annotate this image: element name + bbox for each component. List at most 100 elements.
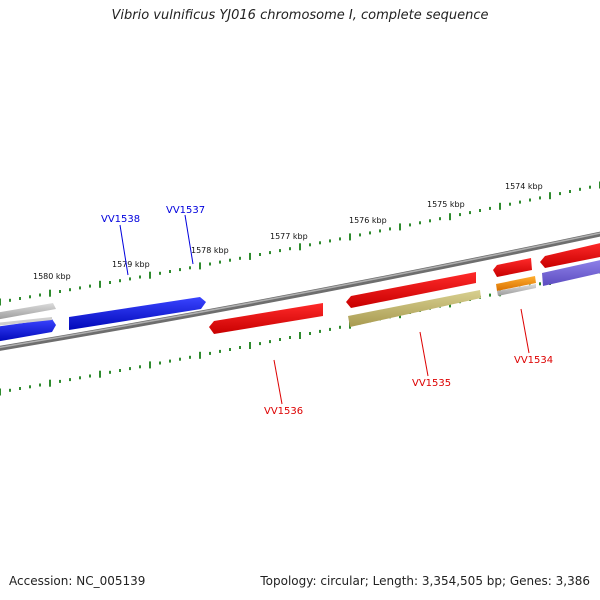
ruler-label: 1578 kbp [191, 246, 229, 255]
ruler-tick-outer [289, 247, 291, 251]
ruler-tick-outer [429, 219, 431, 223]
ruler-tick-outer [189, 266, 191, 270]
chromosome-backbone-highlight [0, 232, 600, 349]
ruler-tick-outer [229, 258, 231, 262]
ruler-tick-inner [119, 369, 121, 372]
ruler-tick-outer [359, 233, 361, 237]
ruler-tick-inner [539, 282, 541, 286]
ruler-tick-inner [229, 348, 231, 351]
ruler-tick-inner [19, 387, 21, 390]
gene-arrow-vv1537[interactable] [69, 297, 206, 330]
ruler-tick-outer [589, 185, 591, 189]
leader-line-vv1535 [419, 331, 429, 377]
ruler-tick-inner [209, 351, 211, 355]
ruler-tick-outer [89, 284, 91, 288]
ruler-tick-inner [89, 374, 91, 378]
ruler-tick-inner [249, 342, 251, 349]
ruler-tick-outer [319, 241, 321, 245]
ruler-tick-outer [449, 213, 451, 221]
gene-label-vv1537[interactable]: VV1537 [166, 205, 205, 216]
gene-label-vv1535[interactable]: VV1535 [412, 378, 451, 389]
gene-label-vv1534[interactable]: VV1534 [514, 355, 553, 366]
ruler-tick-inner [339, 325, 341, 329]
ruler-tick-outer [569, 190, 571, 193]
ruler-tick-outer [69, 288, 71, 292]
gray-feature-left-upper[interactable] [0, 303, 56, 320]
ruler-tick-inner [99, 370, 101, 378]
ruler-tick-inner [79, 376, 81, 380]
ruler-tick-inner [269, 340, 271, 344]
leader-line-vv1536 [273, 359, 283, 405]
ruler-tick-outer [199, 262, 201, 270]
ruler-tick-outer [29, 295, 31, 299]
ruler-tick-inner [129, 367, 131, 371]
topology-summary-text: Topology: circular; Length: 3,354,505 bp… [260, 574, 590, 588]
orange-feature-vv1534[interactable] [496, 276, 536, 291]
ruler-tick-outer [479, 209, 481, 212]
ruler-tick-outer [149, 271, 151, 279]
ruler-label: 1576 kbp [349, 216, 387, 225]
gene-arrow-vv1534[interactable] [493, 258, 532, 277]
ruler-tick-inner [139, 365, 141, 369]
gray-feature-vv1534[interactable] [497, 284, 536, 296]
ruler-tick-outer [139, 275, 141, 279]
purple-feature-right[interactable] [542, 259, 600, 286]
map-title: Vibrio vulnificus YJ016 chromosome I, co… [111, 8, 489, 23]
ruler-tick-outer [419, 221, 421, 225]
ruler-tick-outer [129, 277, 131, 281]
ruler-tick-outer [19, 297, 21, 300]
olive-feature-vv1535[interactable] [348, 290, 481, 327]
ruler-tick-outer [509, 202, 511, 206]
ruler-tick-outer [159, 271, 161, 275]
ruler-tick-outer [459, 213, 461, 217]
gene-label-vv1536[interactable]: VV1536 [264, 406, 303, 417]
gray-feature-left-lower[interactable] [0, 317, 52, 326]
ruler-tick-inner [29, 385, 31, 389]
ruler-tick-outer [579, 187, 581, 191]
ruler-tick-inner [59, 379, 61, 383]
ruler-tick-outer [369, 231, 371, 235]
ruler-label: 1579 kbp [112, 260, 150, 269]
ruler-tick-outer [339, 237, 341, 241]
ruler-tick-outer [539, 196, 541, 200]
gene-arrow-vv1535[interactable] [346, 272, 476, 308]
ruler-tick-inner [199, 351, 201, 359]
ruler-label: 1577 kbp [270, 232, 308, 241]
ruler-tick-inner [0, 388, 1, 396]
ruler-tick-outer [259, 253, 261, 256]
ruler-tick-outer [59, 290, 61, 293]
ruler-tick-outer [299, 243, 301, 251]
ruler-tick-inner [259, 342, 261, 346]
ruler-tick-outer [529, 198, 531, 202]
ruler-tick-outer [559, 192, 561, 196]
ruler-tick-inner [9, 388, 11, 392]
gene-arrow-right-upper[interactable] [540, 242, 600, 268]
ruler-tick-inner [39, 383, 41, 387]
ruler-tick-inner [169, 359, 171, 363]
ruler-tick-outer [469, 211, 471, 215]
ruler-tick-outer [179, 268, 181, 272]
chromosome-backbone [0, 231, 600, 351]
ruler-tick-outer [99, 280, 101, 288]
ruler-tick-outer [349, 233, 351, 241]
gene-arrow-vv1536[interactable] [209, 303, 323, 334]
ruler-tick-inner [189, 355, 191, 359]
ruler-tick-outer [489, 206, 491, 210]
ruler-tick-inner [329, 327, 331, 331]
ruler-tick-outer [239, 256, 241, 260]
ruler-tick-inner [489, 293, 491, 297]
ruler-tick-outer [389, 227, 391, 231]
gene-label-vv1538[interactable]: VV1538 [101, 214, 140, 225]
ruler-tick-outer [219, 260, 221, 264]
ruler-tick-inner [299, 332, 301, 339]
gene-arrow-vv1538-part[interactable] [0, 319, 56, 342]
ruler-tick-outer [519, 200, 521, 204]
ruler-tick-outer [9, 298, 11, 302]
leader-line-vv1534 [520, 308, 530, 354]
ruler-tick-inner [219, 349, 221, 353]
ruler-tick-outer [379, 229, 381, 233]
ruler-tick-outer [269, 251, 271, 255]
ruler-tick-inner [69, 378, 71, 382]
ruler-tick-inner [149, 361, 151, 369]
